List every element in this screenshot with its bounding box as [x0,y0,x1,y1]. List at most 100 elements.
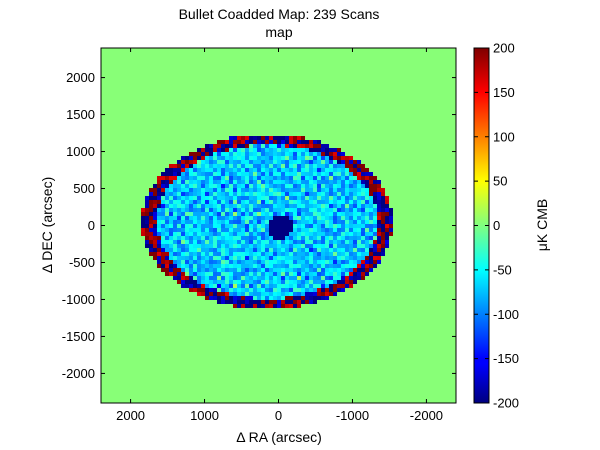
map-pixel [341,152,345,156]
map-pixel [377,240,381,244]
map-pixel [293,220,297,224]
map-pixel [165,236,169,240]
map-pixel [153,192,157,196]
map-pixel [277,256,281,260]
map-pixel [317,184,321,188]
map-pixel [289,176,293,180]
map-pixel [213,220,217,224]
map-pixel [325,296,329,300]
map-pixel [229,292,233,296]
map-pixel [281,176,285,180]
map-pixel [297,164,301,168]
map-pixel [317,140,321,144]
map-pixel [221,180,225,184]
map-pixel [245,200,249,204]
map-pixel [357,160,361,164]
map-pixel [297,232,301,236]
map-pixel [345,180,349,184]
map-pixel [169,216,173,220]
map-pixel [273,212,277,216]
map-pixel [229,176,233,180]
map-pixel [229,240,233,244]
map-pixel [349,208,353,212]
map-pixel [177,160,181,164]
map-pixel [309,260,313,264]
map-pixel [321,160,325,164]
map-pixel [221,272,225,276]
map-pixel [253,148,257,152]
map-pixel [253,152,257,156]
map-pixel [273,184,277,188]
map-pixel [289,216,293,220]
map-pixel [337,156,341,160]
map-pixel [217,156,221,160]
map-pixel [197,196,201,200]
map-pixel [245,288,249,292]
map-pixel [337,252,341,256]
map-pixel [201,284,205,288]
map-pixel [257,188,261,192]
map-pixel [217,240,221,244]
map-pixel [365,176,369,180]
map-pixel [317,144,321,148]
map-pixel [269,184,273,188]
map-pixel [337,160,341,164]
map-pixel [361,184,365,188]
map-pixel [345,256,349,260]
map-pixel [293,296,297,300]
map-pixel [241,212,245,216]
map-pixel [345,220,349,224]
map-pixel [221,248,225,252]
map-pixel [233,196,237,200]
map-pixel [341,236,345,240]
map-pixel [261,220,265,224]
map-pixel [285,164,289,168]
map-pixel [249,224,253,228]
map-pixel [313,300,317,304]
map-pixel [205,168,209,172]
map-pixel [345,172,349,176]
map-pixel [245,212,249,216]
map-pixel [357,268,361,272]
map-pixel [277,148,281,152]
map-pixel [165,216,169,220]
map-pixel [333,252,337,256]
map-pixel [285,220,289,224]
map-pixel [253,212,257,216]
map-pixel [305,276,309,280]
map-pixel [145,196,149,200]
map-pixel [261,240,265,244]
map-pixel [205,240,209,244]
map-pixel [173,260,177,264]
map-pixel [257,276,261,280]
map-pixel [261,144,265,148]
map-pixel [321,220,325,224]
map-pixel [229,196,233,200]
map-pixel [265,276,269,280]
map-pixel [301,196,305,200]
map-pixel [241,208,245,212]
map-pixel [301,184,305,188]
map-pixel [333,192,337,196]
map-pixel [277,208,281,212]
map-pixel [221,164,225,168]
map-pixel [349,180,353,184]
map-pixel [241,184,245,188]
map-pixel [293,248,297,252]
map-pixel [269,248,273,252]
map-pixel [233,248,237,252]
map-pixel [265,292,269,296]
map-pixel [197,172,201,176]
map-pixel [189,180,193,184]
map-pixel [205,192,209,196]
map-pixel [385,204,389,208]
map-pixel [333,284,337,288]
map-pixel [321,268,325,272]
map-pixel [269,156,273,160]
map-pixel [201,264,205,268]
map-pixel [177,188,181,192]
map-pixel [225,168,229,172]
map-pixel [289,152,293,156]
map-pixel [273,304,277,308]
map-pixel [209,288,213,292]
